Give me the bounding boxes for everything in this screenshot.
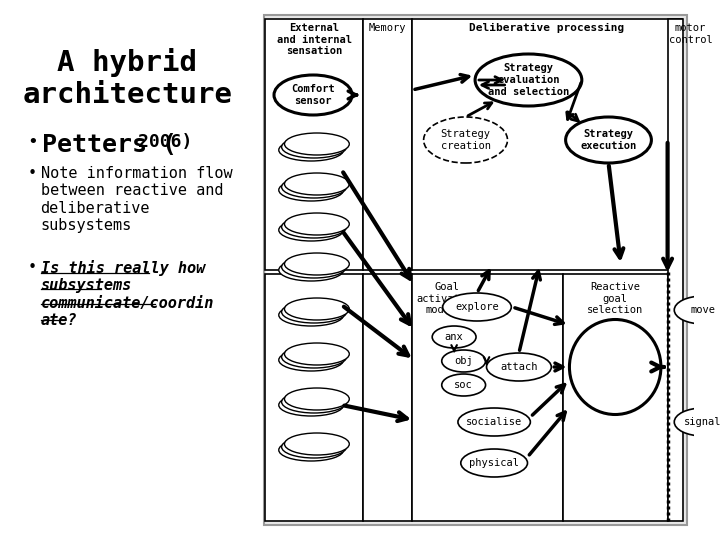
Text: Comfort
sensor: Comfort sensor bbox=[291, 84, 335, 106]
Ellipse shape bbox=[282, 391, 346, 413]
Bar bbox=[264, 15, 687, 525]
Ellipse shape bbox=[458, 408, 531, 436]
Bar bbox=[266, 274, 363, 521]
Bar bbox=[363, 274, 412, 521]
Text: External
and internal
sensation: External and internal sensation bbox=[276, 23, 351, 56]
Text: Strategy
execution: Strategy execution bbox=[580, 129, 636, 151]
Text: soc: soc bbox=[454, 380, 473, 390]
Ellipse shape bbox=[443, 293, 511, 321]
Ellipse shape bbox=[570, 320, 661, 415]
Ellipse shape bbox=[432, 326, 476, 348]
Ellipse shape bbox=[566, 117, 652, 163]
Text: Petters (: Petters ( bbox=[42, 133, 177, 157]
Text: Reactive
goal
selection: Reactive goal selection bbox=[587, 282, 643, 315]
Bar bbox=[266, 19, 363, 270]
Text: move: move bbox=[690, 305, 716, 315]
Text: 2006): 2006) bbox=[138, 133, 192, 151]
Ellipse shape bbox=[475, 54, 582, 106]
Text: attach: attach bbox=[500, 362, 538, 372]
Text: motor
control: motor control bbox=[669, 23, 712, 45]
Ellipse shape bbox=[279, 349, 343, 371]
Text: •: • bbox=[27, 166, 36, 181]
Text: Note information flow
between reactive and
deliberative
subsystems: Note information flow between reactive a… bbox=[40, 166, 232, 233]
Ellipse shape bbox=[279, 219, 343, 241]
Ellipse shape bbox=[284, 343, 349, 365]
Ellipse shape bbox=[279, 259, 343, 281]
Ellipse shape bbox=[279, 304, 343, 326]
Ellipse shape bbox=[282, 256, 346, 278]
Ellipse shape bbox=[279, 439, 343, 461]
Bar bbox=[563, 274, 667, 521]
Ellipse shape bbox=[282, 176, 346, 198]
Text: •: • bbox=[27, 133, 38, 151]
Bar bbox=[412, 274, 563, 521]
Ellipse shape bbox=[282, 136, 346, 158]
Text: obj: obj bbox=[454, 356, 473, 366]
Text: socialise: socialise bbox=[466, 417, 522, 427]
Ellipse shape bbox=[461, 449, 528, 477]
Bar bbox=[412, 19, 682, 270]
Text: •: • bbox=[27, 260, 36, 275]
Ellipse shape bbox=[279, 179, 343, 201]
Ellipse shape bbox=[282, 436, 346, 458]
Ellipse shape bbox=[674, 296, 720, 324]
Text: Deliberative processing: Deliberative processing bbox=[469, 23, 624, 33]
Ellipse shape bbox=[284, 298, 349, 320]
Ellipse shape bbox=[284, 173, 349, 195]
Bar bbox=[363, 19, 412, 270]
Text: Memory: Memory bbox=[369, 23, 406, 33]
Ellipse shape bbox=[279, 394, 343, 416]
Bar bbox=[266, 18, 684, 522]
Text: signal: signal bbox=[684, 417, 720, 427]
Ellipse shape bbox=[442, 374, 485, 396]
Text: Is this really how
subsystems
communicate/coordin
ate?: Is this really how subsystems communicat… bbox=[40, 260, 214, 328]
Text: explore: explore bbox=[455, 302, 499, 312]
Ellipse shape bbox=[284, 253, 349, 275]
Ellipse shape bbox=[487, 353, 552, 381]
Ellipse shape bbox=[442, 350, 485, 372]
Ellipse shape bbox=[284, 388, 349, 410]
Ellipse shape bbox=[284, 433, 349, 455]
Ellipse shape bbox=[282, 301, 346, 323]
Bar bbox=[667, 19, 683, 521]
Ellipse shape bbox=[284, 133, 349, 155]
Text: A hybrid
architecture: A hybrid architecture bbox=[22, 48, 233, 110]
Text: physical: physical bbox=[469, 458, 519, 468]
Ellipse shape bbox=[279, 139, 343, 161]
Text: Strategy
evaluation
and selection: Strategy evaluation and selection bbox=[488, 63, 569, 97]
Ellipse shape bbox=[423, 117, 508, 163]
Text: Strategy
creation: Strategy creation bbox=[441, 129, 490, 151]
Ellipse shape bbox=[282, 216, 346, 238]
Ellipse shape bbox=[274, 75, 352, 115]
Text: anx: anx bbox=[445, 332, 464, 342]
Ellipse shape bbox=[674, 408, 720, 436]
Text: Goal
activation
modules: Goal activation modules bbox=[416, 282, 479, 315]
Ellipse shape bbox=[284, 213, 349, 235]
Ellipse shape bbox=[282, 346, 346, 368]
